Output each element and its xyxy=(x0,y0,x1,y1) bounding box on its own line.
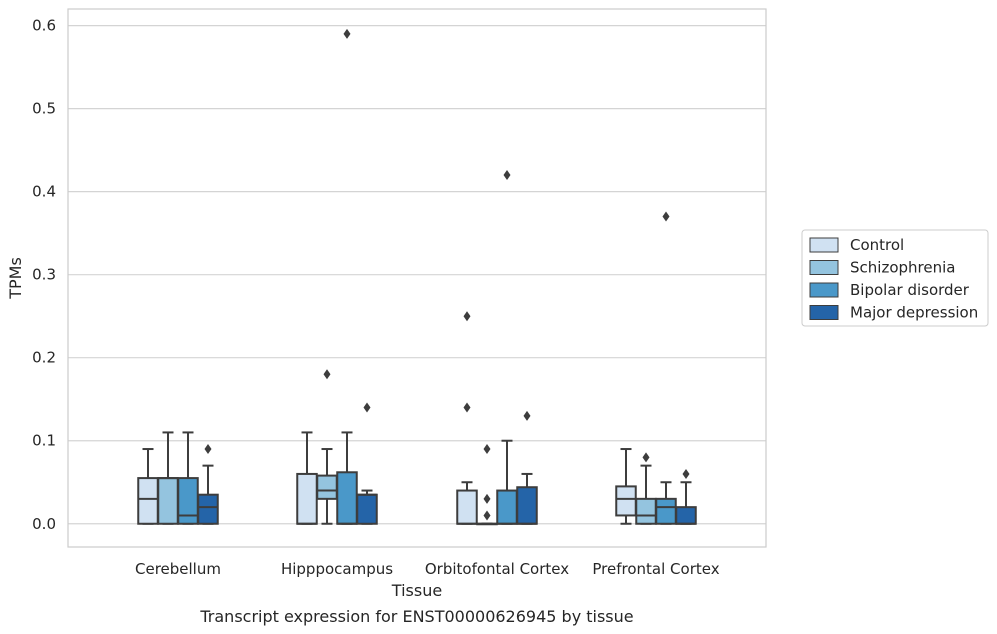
legend-swatch xyxy=(809,282,839,298)
y-tick-label: 0.4 xyxy=(32,183,56,201)
box-body xyxy=(157,477,179,525)
box-body xyxy=(655,497,677,525)
y-tick-label: 0.5 xyxy=(32,100,56,118)
box-groups xyxy=(137,28,697,526)
y-axis-label: TPMs xyxy=(6,257,25,300)
plot-area-frame xyxy=(67,8,767,548)
outlier-point xyxy=(503,170,511,181)
outlier-point xyxy=(662,211,670,222)
box-body xyxy=(496,489,518,525)
outlier-point xyxy=(642,452,650,463)
x-tick-label: Cerebellum xyxy=(135,560,221,578)
grid-lines xyxy=(68,25,766,525)
outlier-point xyxy=(463,311,471,322)
y-tick-label: 0.6 xyxy=(32,17,56,35)
box-3-1 xyxy=(356,402,378,525)
box-body xyxy=(316,474,338,500)
box-body xyxy=(456,489,478,525)
legend-label: Bipolar disorder xyxy=(850,281,970,299)
chart-caption: Transcript expression for ENST0000062694… xyxy=(199,607,633,626)
outlier-point xyxy=(323,369,331,380)
outlier-point xyxy=(483,444,491,455)
legend-label: Control xyxy=(850,236,904,254)
box-1-0 xyxy=(157,431,179,525)
outlier-point xyxy=(204,444,212,455)
legend-swatch xyxy=(809,305,839,320)
box-body xyxy=(296,472,318,525)
legend-swatch xyxy=(809,237,839,253)
box-2-3 xyxy=(655,211,677,525)
box-2-2 xyxy=(496,170,518,525)
y-tick-label: 0.0 xyxy=(32,515,56,533)
box-body xyxy=(635,497,657,525)
outlier-point xyxy=(463,402,471,413)
box-3-2 xyxy=(516,410,538,525)
box-1-2 xyxy=(476,444,498,526)
outlier-point xyxy=(363,402,371,413)
box-2-1 xyxy=(336,28,358,525)
y-tick-label: 0.3 xyxy=(32,266,56,284)
outlier-point xyxy=(483,510,491,521)
box-0-3 xyxy=(615,448,637,525)
legend-items: Control Schizophrenia Bipolar disorder Majo… xyxy=(809,236,978,322)
legend-label: Major depression xyxy=(850,304,978,322)
box-0-2 xyxy=(456,311,478,525)
y-axis-ticks: 0.0 0.1 0.2 0.3 0.4 0.5 0.6 xyxy=(32,17,56,533)
box-body xyxy=(137,477,159,525)
box-0-1 xyxy=(296,431,318,525)
box-body xyxy=(675,506,697,525)
legend-swatch xyxy=(809,260,839,275)
legend: Control Schizophrenia Bipolar disorder Majo… xyxy=(801,229,989,327)
box-body xyxy=(516,486,538,525)
x-tick-label: Prefrontal Cortex xyxy=(592,560,719,578)
outlier-point xyxy=(343,28,351,39)
box-body xyxy=(356,493,378,525)
outlier-point xyxy=(682,468,690,479)
box-2-0 xyxy=(177,431,199,525)
outlier-point xyxy=(523,410,531,421)
x-tick-label: Hipppocampus xyxy=(281,560,393,578)
legend-label: Schizophrenia xyxy=(850,259,955,277)
box-body xyxy=(336,471,358,525)
box-body xyxy=(615,485,637,517)
outlier-point xyxy=(483,493,491,504)
box-body xyxy=(197,493,219,525)
x-axis-label: Tissue xyxy=(391,581,442,600)
x-axis-ticks: Cerebellum Hipppocampus Orbitofontal Corte… xyxy=(135,560,720,578)
y-tick-label: 0.1 xyxy=(32,432,56,450)
box-body xyxy=(177,477,199,525)
legend-frame xyxy=(801,229,989,327)
y-tick-label: 0.2 xyxy=(32,349,56,367)
box-1-3 xyxy=(635,452,657,525)
x-tick-label: Orbitofontal Cortex xyxy=(425,560,569,578)
box-1-1 xyxy=(316,369,338,525)
box-3-0 xyxy=(197,444,219,525)
box-0-0 xyxy=(137,448,159,525)
box-3-3 xyxy=(675,468,697,525)
